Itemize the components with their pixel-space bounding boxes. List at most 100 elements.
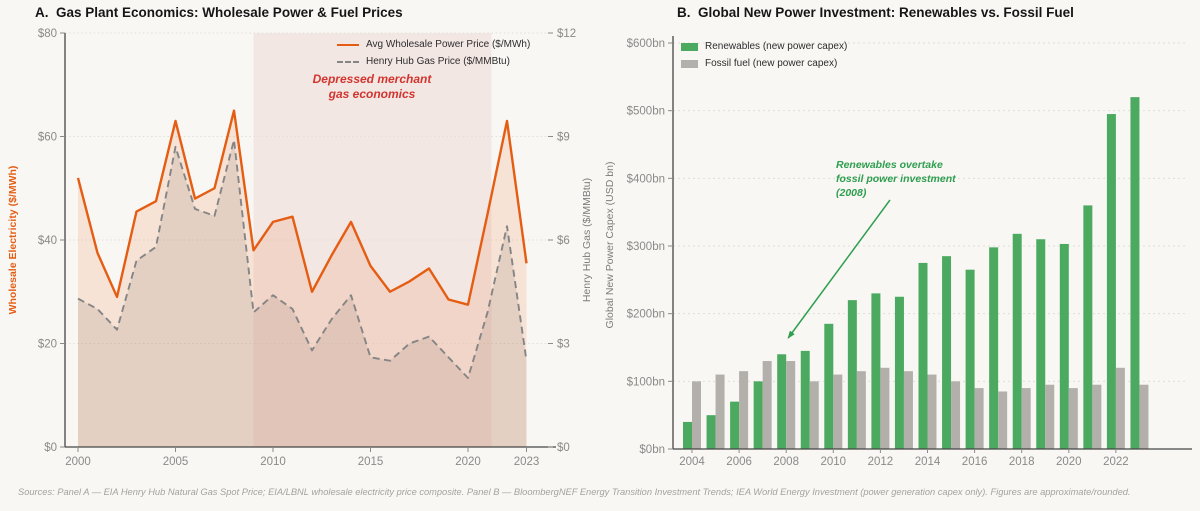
right-tick-label: $6 — [557, 235, 570, 247]
x-tick-label-a: 2015 — [358, 456, 384, 468]
legend-item-power: Avg Wholesale Power Price ($/MWh) — [337, 36, 530, 53]
legend-item-renewables: Renewables (new power capex) — [681, 38, 847, 55]
power-price-line — [76, 109, 528, 306]
bar-renewables-2011 — [847, 300, 857, 449]
bar-fossil-2020 — [1068, 388, 1078, 449]
overtake-annotation-line2: fossil power investment — [836, 173, 956, 186]
x-tick-label-b: 2012 — [868, 456, 894, 468]
gas-line-swatch — [337, 60, 359, 63]
right-axis-title: Henry Hub Gas ($/MMBtu) — [581, 178, 593, 302]
power-price-area — [78, 110, 527, 447]
bar-fossil-2008 — [786, 361, 796, 449]
bar-renewables-2005 — [706, 415, 716, 449]
panel-b-legend: Renewables (new power capex) Fossil fuel… — [681, 38, 847, 72]
bar-fossil-2019 — [1045, 384, 1055, 449]
x-tick-label-a: 2005 — [163, 456, 189, 468]
bar-renewables-2006 — [730, 401, 740, 449]
bar-fossil-2022 — [1115, 367, 1125, 449]
bar-fossil-2015 — [951, 381, 961, 449]
right-tick-label: $0 — [557, 442, 570, 454]
right-tick-label: $3 — [557, 339, 570, 351]
left-tick-label: $40 — [38, 235, 57, 247]
bar-renewables-2013 — [894, 296, 904, 449]
bar-renewables-2016 — [965, 269, 975, 449]
bar-fossil-2011 — [856, 371, 866, 449]
bar-renewables-2020 — [1059, 243, 1069, 449]
bar-renewables-2012 — [871, 293, 881, 449]
left-axis-title: Wholesale Electricity ($/MWh) — [7, 166, 19, 315]
fossil-swatch — [681, 59, 698, 68]
bar-fossil-2013 — [903, 371, 913, 449]
x-tick-label-b: 2022 — [1103, 456, 1129, 468]
overtake-annotation: Renewables overtake fossil power investm… — [836, 158, 956, 201]
y-tick-label-b: $600bn — [627, 38, 665, 50]
left-tick-label: $0 — [44, 442, 57, 454]
panel-a-chart: $0 $20 $40 $60 $80 $0 $3 $6 $9 $12 2000 2005 2010 201… — [7, 28, 593, 468]
x-tick-label-a: 2010 — [260, 456, 286, 468]
x-tick-label-b: 2006 — [726, 456, 752, 468]
y-tick-label-b: $100bn — [627, 376, 665, 388]
panel-a-title: A. Gas Plant Economics: Wholesale Power … — [35, 5, 403, 20]
bar-renewables-2008 — [777, 354, 787, 449]
right-tick-label: $9 — [557, 132, 570, 144]
depressed-annotation: Depressed merchant gas economics — [292, 72, 452, 102]
x-tick-label-b: 2016 — [962, 456, 988, 468]
x-tick-label-b: 2008 — [773, 456, 799, 468]
y-tick-label-b: $0bn — [639, 444, 665, 456]
left-tick-label: $80 — [38, 28, 57, 40]
y-tick-label-b: $400bn — [627, 173, 665, 185]
bar-fossil-2017 — [998, 391, 1008, 449]
source-note: Sources: Panel A — EIA Henry Hub Natural… — [18, 487, 1131, 497]
panel-a-legend: Avg Wholesale Power Price ($/MWh) Henry … — [337, 36, 530, 70]
bar-fossil-2009 — [809, 381, 819, 449]
bar-renewables-2019 — [1036, 239, 1046, 449]
legend-label-power: Avg Wholesale Power Price ($/MWh) — [366, 39, 531, 50]
bar-fossil-2007 — [762, 361, 772, 449]
x-tick-label-a: 2020 — [455, 456, 481, 468]
gas-price-line — [77, 138, 528, 379]
bar-renewables-2010 — [824, 323, 834, 449]
bar-renewables-2014 — [918, 262, 928, 449]
bar-fossil-2012 — [880, 367, 890, 449]
bar-renewables-2004 — [683, 421, 692, 449]
x-tick-label-b: 2018 — [1009, 456, 1035, 468]
bar-renewables-2018 — [1012, 233, 1022, 449]
panel-b-title: B. Global New Power Investment: Renewabl… — [677, 5, 1074, 20]
bar-fossil-2010 — [833, 374, 843, 449]
power-line-swatch — [337, 43, 359, 46]
x-tick-label-b: 2020 — [1056, 456, 1082, 468]
left-tick-label: $60 — [38, 132, 57, 144]
y-tick-label-b: $500bn — [627, 106, 665, 118]
overtake-annotation-line3: (2008) — [836, 187, 867, 200]
bar-renewables-2021 — [1083, 205, 1093, 449]
bar-fossil-2014 — [927, 374, 937, 449]
depressed-annotation-line1: Depressed merchant — [312, 72, 432, 86]
legend-item-fossil: Fossil fuel (new power capex) — [681, 55, 847, 72]
legend-item-gas: Henry Hub Gas Price ($/MMBtu) — [337, 53, 530, 70]
bar-renewables-2023 — [1130, 97, 1140, 449]
bar-fossil-2016 — [974, 388, 984, 449]
legend-label-gas: Henry Hub Gas Price ($/MMBtu) — [366, 56, 510, 67]
bar-fossil-2006 — [739, 371, 749, 449]
x-tick-label-b: 2014 — [915, 456, 941, 468]
overtake-annotation-line1: Renewables overtake — [836, 159, 943, 171]
y-tick-label-b: $300bn — [627, 241, 665, 253]
depressed-annotation-line2: gas economics — [328, 87, 416, 101]
bar-renewables-2007 — [753, 381, 763, 449]
legend-label-fossil: Fossil fuel (new power capex) — [705, 58, 838, 69]
bar-renewables-2009 — [800, 350, 810, 449]
right-tick-label: $12 — [557, 28, 576, 40]
renewables-swatch — [681, 42, 698, 51]
gas-price-area — [78, 139, 527, 447]
legend-label-renewables: Renewables (new power capex) — [705, 41, 848, 52]
panel-b-chart: $0bn $100bn $200bn $300bn $400bn $500bn $600bn… — [604, 36, 1192, 468]
x-tick-label-b: 2004 — [679, 456, 705, 468]
bar-fossil-2004 — [692, 381, 701, 449]
x-tick-label-b: 2010 — [821, 456, 847, 468]
panel-b-axis-title: Global New Power Capex (USD bn) — [604, 162, 616, 329]
y-tick-label-b: $200bn — [627, 309, 665, 321]
bar-renewables-2022 — [1106, 114, 1116, 450]
x-tick-label-a: 2023 — [514, 456, 540, 468]
left-tick-label: $20 — [38, 339, 57, 351]
